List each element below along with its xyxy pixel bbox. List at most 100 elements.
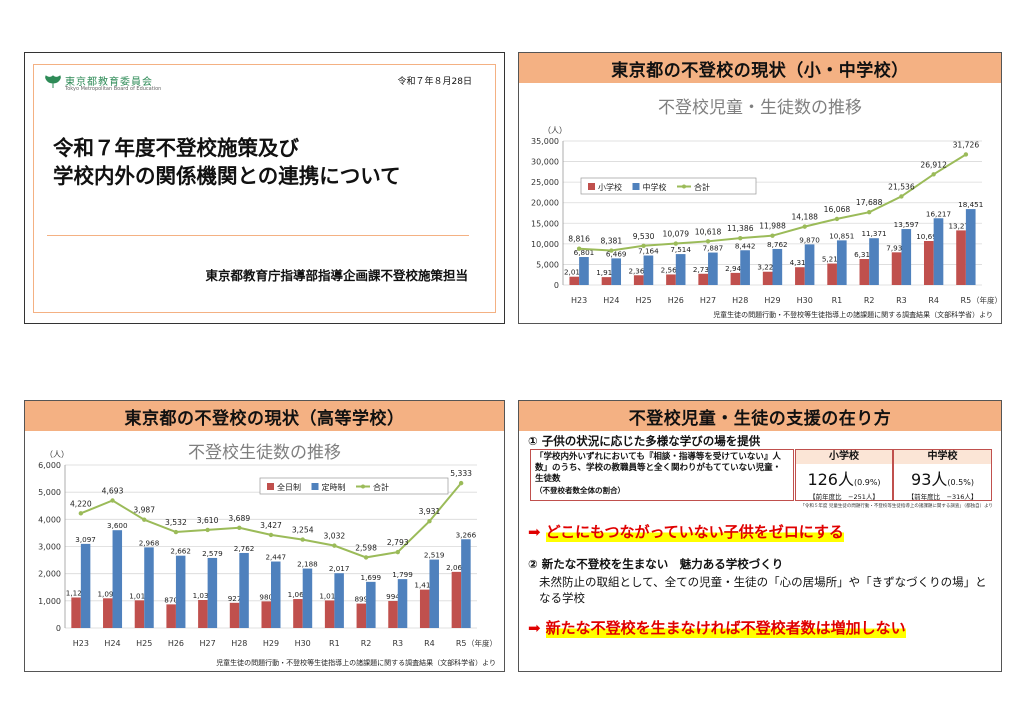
total-point: [142, 517, 147, 522]
jhs-value: 93人: [911, 470, 948, 489]
total-value-label: 26,912: [920, 160, 947, 169]
bar: [666, 274, 676, 285]
bar: [611, 258, 622, 285]
y-tick-label: 6,000: [38, 461, 61, 470]
chart-source: 児童生徒の問題行動・不登校等生徒指導上の諸課題に関する調査結果（文部科学省）より: [216, 659, 496, 667]
bar-value-label: 7,939: [886, 243, 907, 252]
bar: [207, 557, 218, 628]
bar-value-label: 10,851: [829, 231, 854, 240]
total-value-label: 3,610: [197, 516, 219, 525]
bar-value-label: 2,366: [628, 266, 649, 275]
org-name-en: Tokyo Metropolitan Board of Education: [65, 86, 162, 92]
x-tick-label: R5: [456, 639, 467, 648]
bar-value-label: 1,799: [392, 570, 413, 579]
bar-value-label: 8,442: [735, 241, 756, 250]
total-point: [237, 525, 242, 530]
chart-high-school: 0 1,000 2,000 3,000 4,000 5,000 6,000 （人） （年度） H2…: [38, 450, 497, 648]
arrow-line-2: ➡ 新たな不登校を生まなければ不登校者数は増加しない: [528, 617, 906, 638]
slide-high-school: 東京都の不登校の現状（高等学校） 不登校生徒数の推移 0 1,000 2,000 3,…: [24, 400, 505, 672]
bar-value-label: 16,217: [926, 209, 951, 218]
bar-value-label: 2,447: [265, 553, 286, 562]
total-point: [802, 224, 807, 229]
total-value-label: 8,816: [568, 235, 590, 244]
bar: [859, 259, 870, 285]
bar: [302, 568, 313, 628]
bar: [397, 579, 408, 628]
y-tick-label: 20,000: [531, 199, 559, 208]
bar: [229, 602, 240, 628]
bar-value-label: 1,093: [97, 589, 118, 598]
y-tick-label: 5,000: [536, 260, 559, 269]
slide-header: 東京都の不登校の現状（小・中学校）: [519, 53, 1001, 83]
bar-value-label: 3,226: [757, 263, 778, 272]
bar-value-label: 7,887: [703, 244, 724, 253]
bar: [324, 600, 335, 628]
bar-value-label: 1,912: [596, 268, 617, 277]
bar: [239, 552, 249, 628]
bar: [366, 581, 376, 628]
y-tick-label: 0: [554, 281, 559, 290]
total-value-label: 21,536: [888, 182, 915, 191]
slide-cover: 東京都教育委員会 Tokyo Metropolitan Board of Edu…: [24, 52, 505, 324]
cover-divider: [47, 235, 469, 236]
bar: [956, 230, 966, 285]
bar-value-label: 13,597: [894, 220, 919, 229]
bar-value-label: 994: [386, 592, 400, 601]
total-point: [363, 555, 369, 560]
total-point: [866, 210, 872, 215]
bar: [334, 573, 344, 628]
total-point: [110, 498, 115, 503]
legend-swatch: [588, 183, 595, 190]
bar-value-label: 1,412: [414, 581, 435, 590]
jhs-pct: (0.5%): [947, 478, 974, 487]
x-tick-label: R5: [961, 296, 972, 305]
legend-label: 合計: [694, 182, 710, 192]
bar: [112, 530, 123, 628]
total-value-label: 11,386: [727, 224, 754, 233]
total-point: [705, 239, 711, 244]
x-tick-label: R4: [928, 296, 939, 305]
bar-value-label: 3,600: [107, 521, 128, 530]
x-tick-label: H28: [732, 296, 748, 305]
x-tick-label: R3: [896, 296, 907, 305]
y-tick-label: 5,000: [38, 488, 61, 497]
bar-value-label: 980: [259, 592, 273, 601]
bar-value-label: 1,699: [361, 573, 382, 582]
bar: [891, 252, 902, 285]
y-tick-label: 1,000: [38, 597, 61, 606]
total-value-label: 3,532: [165, 518, 187, 527]
bar-value-label: 927: [228, 594, 242, 603]
x-tick-label: R3: [392, 639, 403, 648]
presenter: 東京都教育庁指導部指導企画課不登校施策担当: [205, 268, 468, 283]
x-tick-label: H26: [668, 296, 684, 305]
col-header-jhs: 中学校: [894, 450, 991, 464]
bar: [923, 240, 934, 285]
total-value-label: 3,931: [419, 507, 441, 516]
bar: [772, 248, 783, 285]
bar: [579, 257, 589, 285]
total-point: [834, 216, 840, 222]
x-tick-label: R1: [329, 639, 340, 648]
bar-value-label: 2,519: [424, 551, 445, 560]
stats-box: 「学校内外いずれにおいても『相談・指導等を受けていない』人数」のうち、学校の教職…: [530, 449, 794, 501]
x-tick-label: H25: [635, 296, 651, 305]
x-axis-label: （年度）: [467, 638, 497, 648]
total-point: [576, 246, 582, 251]
bar: [569, 276, 580, 285]
bar: [643, 255, 654, 285]
legend-label: 定時制: [322, 482, 346, 492]
total-point: [738, 235, 743, 241]
slide-elem-jhs: 東京都の不登校の現状（小・中学校） 不登校児童・生徒数の推移 0 5,000 10,…: [518, 52, 1002, 324]
legend-label: 中学校: [643, 182, 667, 192]
x-tick-label: R1: [832, 296, 843, 305]
x-tick-label: H27: [700, 296, 716, 305]
x-tick-label: H29: [764, 296, 780, 305]
legend-swatch-marker: [682, 184, 686, 189]
slide-support: 不登校児童・生徒の支援の在り方 ① 子供の状況に応じた多様な学びの場を提供 「学…: [518, 400, 1002, 672]
bar: [451, 571, 462, 628]
bar-value-label: 899: [354, 595, 368, 604]
right-arrow-icon: ➡: [528, 522, 541, 541]
bar-value-label: 1,066: [288, 590, 309, 599]
total-value-label: 8,381: [600, 237, 622, 246]
bar: [271, 561, 281, 628]
